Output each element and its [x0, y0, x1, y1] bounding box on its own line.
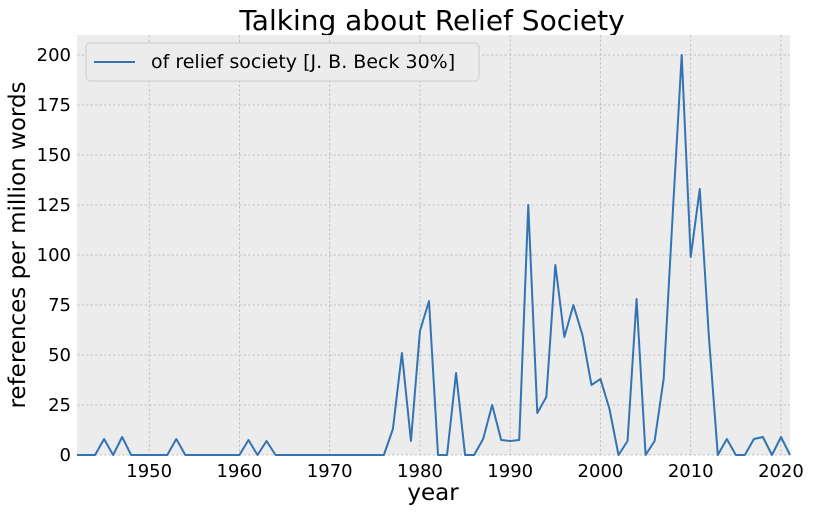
- x-tick-label: 1970: [307, 461, 353, 482]
- legend-box: [85, 42, 480, 82]
- series-layer: [77, 54, 791, 456]
- x-tick-label: 1990: [487, 461, 533, 482]
- chart-title: Talking about Relief Society: [238, 4, 624, 37]
- x-tick-label: 2010: [668, 461, 714, 482]
- x-tick-label: 2020: [758, 461, 804, 482]
- x-tick-label: 2000: [578, 461, 624, 482]
- axis-ticks: 1950 1960 1970 1980 1990 2000 2010 2020 0 25 50 75 1…: [37, 45, 804, 482]
- y-tick-label: 175: [37, 95, 71, 116]
- y-tick-label: 0: [60, 445, 71, 466]
- y-tick-label: 25: [48, 395, 71, 416]
- legend: of relief society [J. B. Beck 30%]: [85, 42, 480, 82]
- x-tick-label: 1950: [126, 461, 172, 482]
- y-tick-label: 125: [37, 195, 71, 216]
- series-line: [77, 54, 791, 456]
- y-tick-label: 50: [48, 345, 71, 366]
- y-tick-label: 200: [37, 45, 71, 66]
- y-tick-label: 150: [37, 145, 71, 166]
- x-tick-label: 1980: [397, 461, 443, 482]
- legend-entry: of relief society [J. B. Beck 30%]: [151, 51, 455, 73]
- x-axis-label: year: [407, 480, 459, 506]
- x-tick-label: 1960: [217, 461, 263, 482]
- y-tick-label: 75: [48, 295, 71, 316]
- y-tick-label: 100: [37, 245, 71, 266]
- y-axis-label: references per million words: [5, 81, 31, 408]
